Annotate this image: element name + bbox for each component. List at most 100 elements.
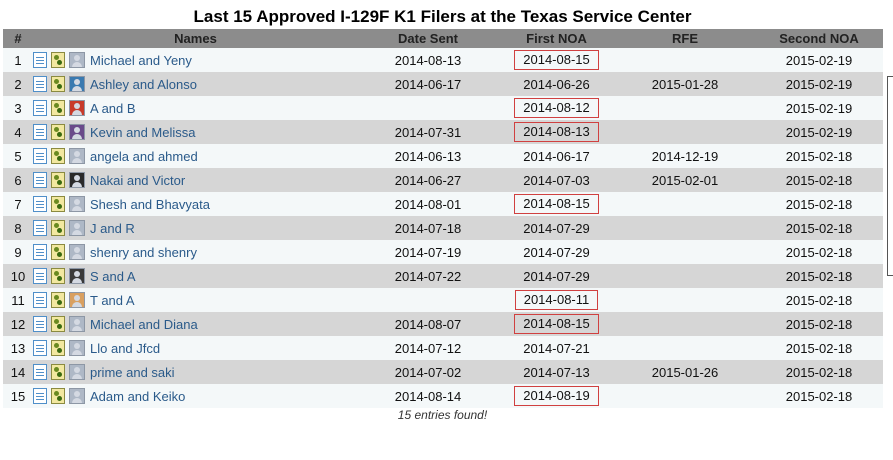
first-noa-cell: 2014-08-15	[498, 312, 615, 336]
first-noa-cell: 2014-08-11	[498, 288, 615, 312]
table-row: 9 shenry and shenry 2014-07-19 2014-07-29 20…	[3, 240, 883, 264]
col-header-rfe[interactable]: RFE	[615, 29, 755, 48]
filer-name-link[interactable]: Kevin and Melissa	[90, 124, 196, 140]
filer-name-link[interactable]: Shesh and Bhavyata	[90, 196, 210, 212]
date-sent	[358, 288, 498, 312]
filer-name-link[interactable]: Michael and Yeny	[90, 52, 192, 68]
document-icon[interactable]	[33, 316, 47, 333]
row-number: 7	[3, 192, 33, 216]
entries-count: 15 entries found!	[397, 408, 488, 422]
second-noa: 2015-02-19	[755, 120, 883, 144]
document-icon[interactable]	[33, 100, 47, 117]
document-icon[interactable]	[33, 196, 47, 213]
col-header-names[interactable]: Names	[33, 29, 358, 48]
couple-icon[interactable]	[51, 172, 65, 189]
couple-icon[interactable]	[51, 292, 65, 309]
document-icon[interactable]	[33, 268, 47, 285]
rfe-date: 2014-12-19	[615, 144, 755, 168]
document-icon[interactable]	[33, 292, 47, 309]
user-silhouette-icon[interactable]	[69, 220, 85, 237]
document-icon[interactable]	[33, 172, 47, 189]
user-silhouette-icon[interactable]	[69, 196, 85, 213]
col-header-second-noa[interactable]: Second NOA	[755, 29, 883, 48]
col-header-first-noa[interactable]: First NOA	[498, 29, 615, 48]
filer-name-link[interactable]: S and A	[90, 268, 136, 284]
names-cell: Michael and Yeny	[33, 48, 358, 72]
names-cell: A and B	[33, 96, 358, 120]
user-silhouette-icon[interactable]	[69, 340, 85, 357]
document-icon[interactable]	[33, 52, 47, 69]
couple-icon[interactable]	[51, 100, 65, 117]
col-header-num[interactable]: #	[3, 29, 33, 48]
couple-icon[interactable]	[51, 364, 65, 381]
filer-name-link[interactable]: Llo and Jfcd	[90, 340, 161, 356]
couple-icon[interactable]	[51, 196, 65, 213]
first-noa-cell: 2014-07-29	[498, 216, 615, 240]
date-sent: 2014-06-27	[358, 168, 498, 192]
second-noa: 2015-02-19	[755, 48, 883, 72]
couple-icon[interactable]	[51, 76, 65, 93]
row-number: 2	[3, 72, 33, 96]
document-icon[interactable]	[33, 244, 47, 261]
couple-icon[interactable]	[51, 268, 65, 285]
filer-name-link[interactable]: angela and ahmed	[90, 148, 198, 164]
filer-name-link[interactable]: Michael and Diana	[90, 316, 198, 332]
first-noa: 2014-07-13	[523, 364, 590, 380]
couple-icon[interactable]	[51, 244, 65, 261]
filer-name-link[interactable]: shenry and shenry	[90, 244, 197, 260]
table-body: 1 Michael and Yeny 2014-08-13 2014-08-15 201…	[3, 48, 883, 408]
first-noa-cell: 2014-07-03	[498, 168, 615, 192]
document-icon[interactable]	[33, 364, 47, 381]
first-noa: 2014-08-11	[514, 290, 599, 310]
names-cell: prime and saki	[33, 360, 358, 384]
first-noa: 2014-08-19	[514, 386, 599, 406]
filer-name-link[interactable]: J and R	[90, 220, 135, 236]
table-row: 10 S and A 2014-07-22 2014-07-29 2015-02-18	[3, 264, 883, 288]
filer-name-link[interactable]: T and A	[90, 292, 135, 308]
date-sent: 2014-07-31	[358, 120, 498, 144]
rfe-date	[615, 216, 755, 240]
user-silhouette-icon[interactable]	[69, 388, 85, 405]
names-cell: J and R	[33, 216, 358, 240]
first-noa-cell: 2014-08-13	[498, 120, 615, 144]
user-silhouette-icon[interactable]	[69, 316, 85, 333]
filer-name-link[interactable]: Adam and Keiko	[90, 388, 186, 404]
filer-name-link[interactable]: Ashley and Alonso	[90, 76, 197, 92]
rfe-date: 2015-02-01	[615, 168, 755, 192]
avatar-photo-icon[interactable]	[69, 124, 85, 141]
filer-name-link[interactable]: prime and saki	[90, 364, 175, 380]
avatar-photo-icon[interactable]	[69, 172, 85, 189]
avatar-photo-icon[interactable]	[69, 292, 85, 309]
user-silhouette-icon[interactable]	[69, 148, 85, 165]
second-noa: 2015-02-18	[755, 288, 883, 312]
filer-name-link[interactable]: Nakai and Victor	[90, 172, 186, 188]
names-cell: Nakai and Victor	[33, 168, 358, 192]
document-icon[interactable]	[33, 340, 47, 357]
names-cell: Michael and Diana	[33, 312, 358, 336]
document-icon[interactable]	[33, 148, 47, 165]
table-row: 8 J and R 2014-07-18 2014-07-29 2015-02-18	[3, 216, 883, 240]
names-cell: Kevin and Melissa	[33, 120, 358, 144]
first-noa: 2014-07-03	[523, 172, 590, 188]
couple-icon[interactable]	[51, 340, 65, 357]
document-icon[interactable]	[33, 124, 47, 141]
avatar-photo-icon[interactable]	[69, 100, 85, 117]
avatar-photo-icon[interactable]	[69, 76, 85, 93]
couple-icon[interactable]	[51, 148, 65, 165]
couple-icon[interactable]	[51, 316, 65, 333]
filer-name-link[interactable]: A and B	[90, 100, 136, 116]
user-silhouette-icon[interactable]	[69, 52, 85, 69]
couple-icon[interactable]	[51, 220, 65, 237]
first-noa: 2014-07-29	[523, 268, 590, 284]
document-icon[interactable]	[33, 388, 47, 405]
document-icon[interactable]	[33, 76, 47, 93]
couple-icon[interactable]	[51, 124, 65, 141]
col-header-date-sent[interactable]: Date Sent	[358, 29, 498, 48]
couple-icon[interactable]	[51, 52, 65, 69]
user-silhouette-icon[interactable]	[69, 244, 85, 261]
couple-icon[interactable]	[51, 388, 65, 405]
table-row: 14 prime and saki 2014-07-02 2014-07-13 2015…	[3, 360, 883, 384]
avatar-photo-icon[interactable]	[69, 268, 85, 285]
user-silhouette-icon[interactable]	[69, 364, 85, 381]
document-icon[interactable]	[33, 220, 47, 237]
